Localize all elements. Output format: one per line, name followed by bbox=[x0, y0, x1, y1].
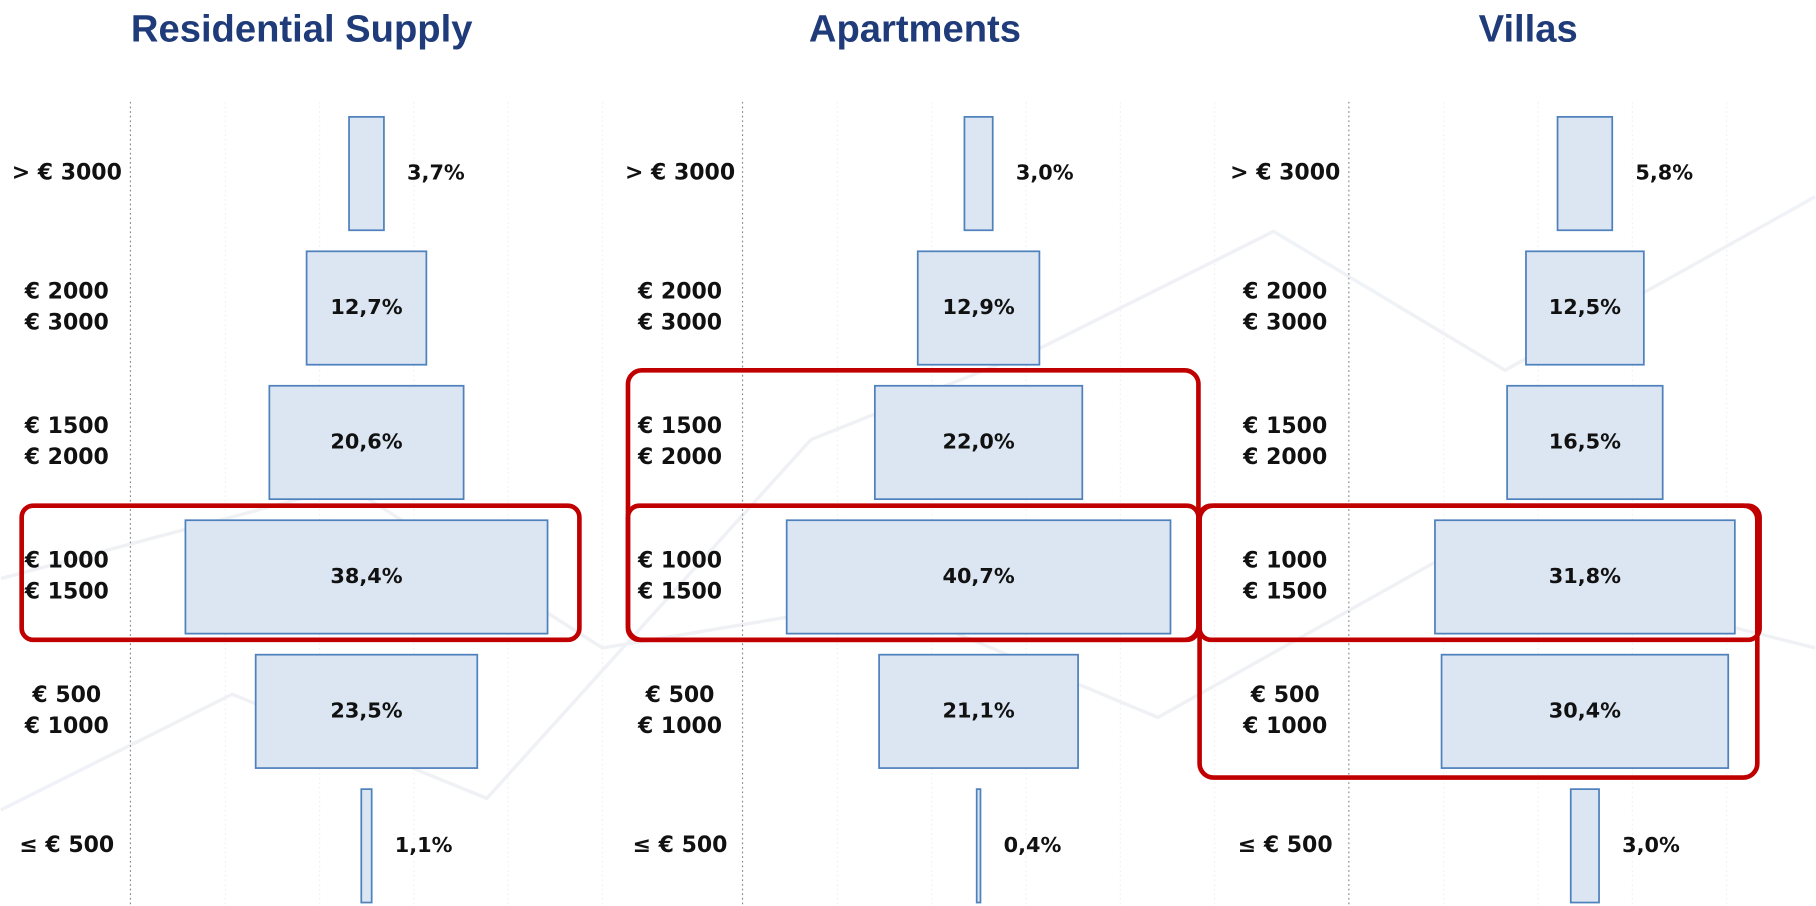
bar bbox=[916, 250, 1041, 366]
data-label: 1,1% bbox=[395, 833, 453, 857]
category-label: € 1000 bbox=[637, 548, 722, 573]
category-label: ≤ € 500 bbox=[19, 833, 114, 858]
category-label: > € 3000 bbox=[625, 161, 735, 186]
data-label: 12,7% bbox=[330, 295, 402, 319]
category-label: € 500 bbox=[31, 683, 101, 708]
bar bbox=[975, 788, 982, 904]
category-label: ≤ € 500 bbox=[1238, 833, 1333, 858]
data-label: 31,8% bbox=[1549, 564, 1621, 588]
bar bbox=[963, 115, 994, 232]
bar bbox=[268, 384, 465, 501]
category-label: € 3000 bbox=[637, 311, 722, 336]
category-label: > € 3000 bbox=[1230, 161, 1340, 186]
chart-title: Residential Supply bbox=[131, 7, 473, 50]
category-label: € 1500 bbox=[24, 580, 109, 605]
bar bbox=[348, 115, 385, 232]
bar bbox=[1434, 519, 1736, 635]
category-label: € 2000 bbox=[637, 445, 722, 470]
chart-title: Apartments bbox=[809, 7, 1021, 50]
bar bbox=[305, 250, 428, 366]
category-label: € 1000 bbox=[24, 548, 109, 573]
data-label: 22,0% bbox=[942, 429, 1014, 453]
category-label: € 500 bbox=[645, 683, 715, 708]
chart-title: Villas bbox=[1479, 7, 1578, 50]
category-label: € 3000 bbox=[1242, 311, 1327, 336]
category-label: € 3000 bbox=[24, 311, 109, 336]
data-label: 12,9% bbox=[942, 295, 1014, 319]
category-label: € 2000 bbox=[637, 279, 722, 304]
category-label: € 2000 bbox=[1242, 445, 1327, 470]
category-label: € 1500 bbox=[24, 414, 109, 439]
data-label: 3,0% bbox=[1016, 161, 1074, 185]
category-label: € 500 bbox=[1250, 683, 1320, 708]
data-label: 23,5% bbox=[330, 698, 402, 722]
bar bbox=[785, 519, 1172, 635]
category-label: € 2000 bbox=[24, 445, 109, 470]
highlights bbox=[19, 367, 1762, 780]
bar bbox=[1569, 788, 1600, 904]
category-label: € 1500 bbox=[637, 580, 722, 605]
category-label: € 1000 bbox=[1242, 714, 1327, 739]
data-label: 3,0% bbox=[1622, 833, 1680, 857]
data-label: 5,8% bbox=[1635, 161, 1693, 185]
data-label: 21,1% bbox=[942, 698, 1014, 722]
data-label: 20,6% bbox=[330, 429, 402, 453]
bar bbox=[1440, 653, 1730, 769]
category-label: € 2000 bbox=[24, 279, 109, 304]
highlight-box bbox=[19, 503, 582, 643]
data-label: 38,4% bbox=[330, 564, 402, 588]
bar bbox=[254, 653, 479, 769]
bar bbox=[1506, 384, 1664, 501]
category-label: € 1000 bbox=[637, 714, 722, 739]
bar bbox=[878, 653, 1079, 769]
category-label: ≤ € 500 bbox=[633, 833, 728, 858]
category-label: € 1500 bbox=[1242, 580, 1327, 605]
data-label: 40,7% bbox=[942, 564, 1014, 588]
bar bbox=[1556, 115, 1614, 232]
bar bbox=[184, 519, 549, 635]
category-label: > € 3000 bbox=[12, 161, 122, 186]
data-label: 3,7% bbox=[407, 161, 465, 185]
category-label: € 1500 bbox=[637, 414, 722, 439]
category-label: € 1000 bbox=[1242, 548, 1327, 573]
data-label: 12,5% bbox=[1549, 295, 1621, 319]
bar bbox=[1525, 250, 1645, 366]
category-label: € 1500 bbox=[1242, 414, 1327, 439]
bar bbox=[873, 384, 1084, 501]
category-label: € 1000 bbox=[24, 714, 109, 739]
data-label: 16,5% bbox=[1549, 429, 1621, 453]
bar bbox=[360, 788, 373, 904]
data-label: 30,4% bbox=[1549, 698, 1621, 722]
data-label: 0,4% bbox=[1004, 833, 1062, 857]
highlight-box bbox=[1197, 503, 1760, 780]
category-label: € 2000 bbox=[1242, 279, 1327, 304]
